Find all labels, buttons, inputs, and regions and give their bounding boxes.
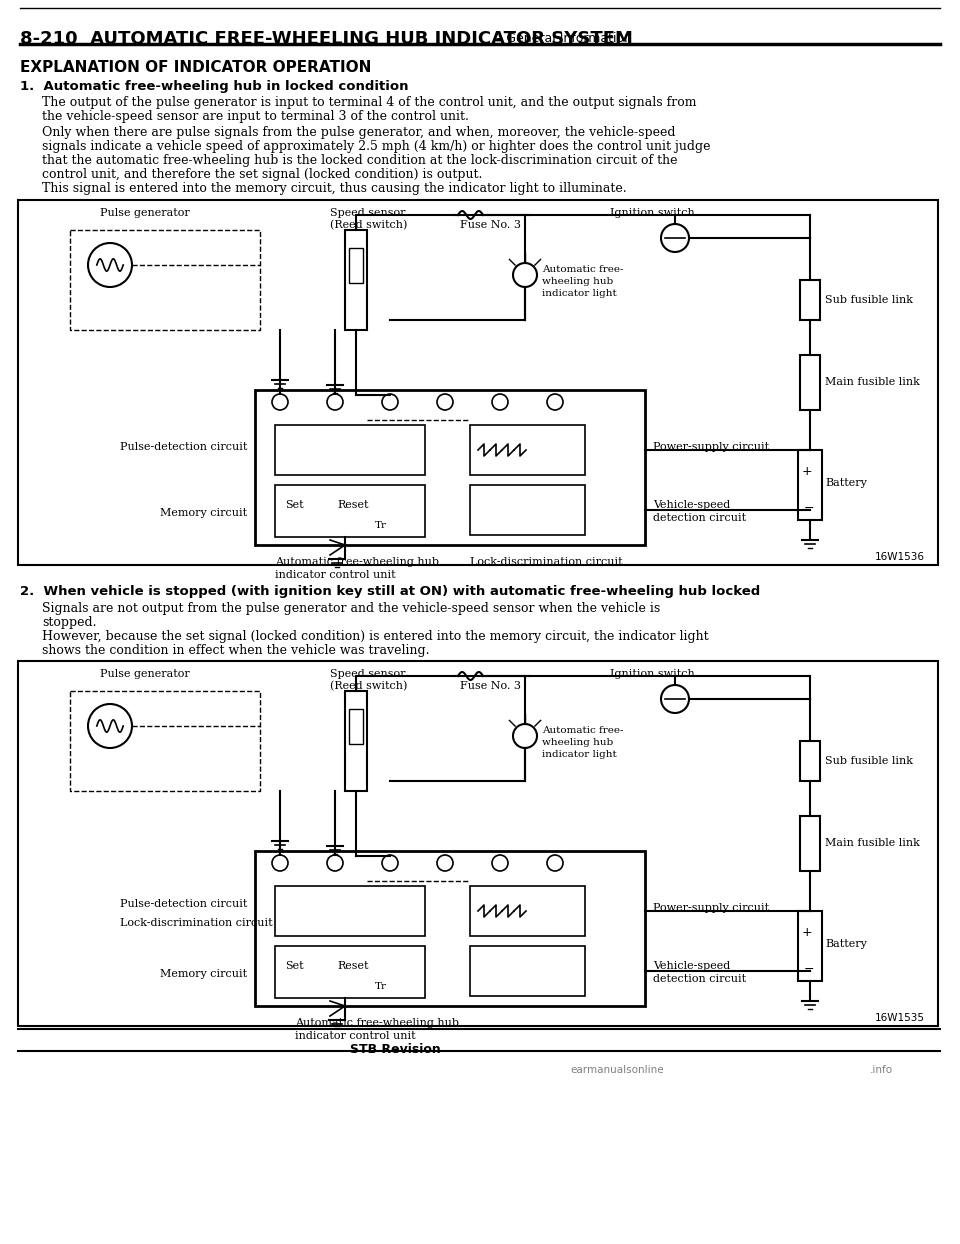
Text: Main fusible link: Main fusible link <box>825 838 920 848</box>
Text: EXPLANATION OF INDICATOR OPERATION: EXPLANATION OF INDICATOR OPERATION <box>20 60 372 75</box>
Text: STB Revision: STB Revision <box>350 1042 441 1056</box>
Text: Pulse generator: Pulse generator <box>100 208 190 218</box>
Text: detection circuit: detection circuit <box>653 513 746 522</box>
Text: wheeling hub: wheeling hub <box>542 738 613 746</box>
Text: indicator light: indicator light <box>542 750 616 759</box>
Bar <box>800 280 820 320</box>
Bar <box>255 391 645 545</box>
Text: Power-supply circuit: Power-supply circuit <box>653 903 769 913</box>
Text: This signal is entered into the memory circuit, thus causing the indicator light: This signal is entered into the memory c… <box>42 182 627 195</box>
Text: shows the condition in effect when the vehicle was traveling.: shows the condition in effect when the v… <box>42 644 429 657</box>
Text: Set: Set <box>285 500 303 510</box>
Text: Memory circuit: Memory circuit <box>160 969 247 979</box>
Text: Main fusible link: Main fusible link <box>825 377 920 387</box>
Text: Fuse No. 3: Fuse No. 3 <box>460 220 521 230</box>
Bar <box>345 690 367 791</box>
Text: The output of the pulse generator is input to terminal 4 of the control unit, an: The output of the pulse generator is inp… <box>42 96 697 109</box>
Text: detection circuit: detection circuit <box>653 974 746 984</box>
Bar <box>800 355 820 411</box>
Text: Signals are not output from the pulse generator and the vehicle-speed sensor whe: Signals are not output from the pulse ge… <box>42 602 660 615</box>
Text: the vehicle-speed sensor are input to terminal 3 of the control unit.: the vehicle-speed sensor are input to te… <box>42 109 468 123</box>
Text: Battery: Battery <box>825 478 867 488</box>
Text: indicator control unit: indicator control unit <box>275 570 396 580</box>
Text: −: − <box>804 503 814 515</box>
Bar <box>275 485 425 537</box>
Text: Lock-discrimination circuit: Lock-discrimination circuit <box>120 918 273 928</box>
Text: that the automatic free-wheeling hub is the locked condition at the lock-discrim: that the automatic free-wheeling hub is … <box>42 154 678 167</box>
Text: Reset: Reset <box>337 500 369 510</box>
Text: +: + <box>802 926 812 939</box>
Bar <box>349 248 363 282</box>
Text: indicator control unit: indicator control unit <box>295 1031 416 1041</box>
Bar <box>345 230 367 330</box>
Text: signals indicate a vehicle speed of approximately 2.5 mph (4 km/h) or highter do: signals indicate a vehicle speed of appr… <box>42 141 710 153</box>
Text: Automatic free-wheeling hub: Automatic free-wheeling hub <box>275 557 439 567</box>
Bar <box>275 425 425 475</box>
Text: 16W1536: 16W1536 <box>875 552 925 562</box>
Bar <box>798 450 822 520</box>
Bar <box>800 816 820 871</box>
Text: Pulse-detection circuit: Pulse-detection circuit <box>120 899 248 909</box>
Text: Sub fusible link: Sub fusible link <box>825 295 913 305</box>
Text: +: + <box>802 465 812 478</box>
Text: Automatic free-wheeling hub: Automatic free-wheeling hub <box>295 1018 459 1028</box>
Text: Fuse No. 3: Fuse No. 3 <box>460 680 521 690</box>
Text: 2.  When vehicle is stopped (with ignition key still at ON) with automatic free-: 2. When vehicle is stopped (with ignitio… <box>20 585 760 598</box>
Bar <box>18 200 938 565</box>
Text: Speed sensor: Speed sensor <box>330 669 405 679</box>
Text: Sub fusible link: Sub fusible link <box>825 756 913 766</box>
Text: stopped.: stopped. <box>42 616 97 629</box>
Text: Ignition switch: Ignition switch <box>610 208 695 218</box>
Bar <box>18 661 938 1026</box>
Text: Battery: Battery <box>825 939 867 949</box>
Text: Pulse generator: Pulse generator <box>100 669 190 679</box>
Text: Lock-discrimination circuit: Lock-discrimination circuit <box>470 557 623 567</box>
Bar <box>255 851 645 1006</box>
Bar <box>470 425 585 475</box>
Text: Vehicle-speed: Vehicle-speed <box>653 962 731 972</box>
Bar <box>800 741 820 781</box>
Text: Memory circuit: Memory circuit <box>160 508 247 518</box>
Text: 8-210  AUTOMATIC FREE-WHEELING HUB INDICATOR SYSTEM: 8-210 AUTOMATIC FREE-WHEELING HUB INDICA… <box>20 30 633 49</box>
Text: (Reed switch): (Reed switch) <box>330 680 407 692</box>
Text: earmanualsonline: earmanualsonline <box>570 1065 663 1075</box>
Text: .info: .info <box>870 1065 893 1075</box>
Text: Vehicle-speed: Vehicle-speed <box>653 500 731 510</box>
Text: Only when there are pulse signals from the pulse generator, and when, moreover, : Only when there are pulse signals from t… <box>42 126 676 139</box>
Bar <box>470 945 585 996</box>
Bar <box>275 886 425 935</box>
Text: Pulse-detection circuit: Pulse-detection circuit <box>120 442 248 452</box>
Bar <box>349 709 363 744</box>
Text: wheeling hub: wheeling hub <box>542 277 613 286</box>
Bar <box>470 485 585 535</box>
Text: (Reed switch): (Reed switch) <box>330 220 407 230</box>
Text: Automatic free-: Automatic free- <box>542 265 623 274</box>
Text: However, because the set signal (locked condition) is entered into the memory ci: However, because the set signal (locked … <box>42 629 708 643</box>
Text: Tr: Tr <box>375 521 387 530</box>
Bar <box>798 911 822 982</box>
Text: 16W1535: 16W1535 <box>875 1013 925 1023</box>
Text: indicator light: indicator light <box>542 289 616 299</box>
Text: Ignition switch: Ignition switch <box>610 669 695 679</box>
Text: – General Information: – General Information <box>492 32 632 45</box>
Text: Tr: Tr <box>375 982 387 991</box>
Text: Automatic free-: Automatic free- <box>542 726 623 735</box>
Bar <box>470 886 585 935</box>
Text: Speed sensor: Speed sensor <box>330 208 405 218</box>
Text: Power-supply circuit: Power-supply circuit <box>653 442 769 452</box>
Text: control unit, and therefore the set signal (locked condition) is output.: control unit, and therefore the set sign… <box>42 168 482 180</box>
Text: Reset: Reset <box>337 962 369 972</box>
Text: Set: Set <box>285 962 303 972</box>
Text: 1.  Automatic free-wheeling hub in locked condition: 1. Automatic free-wheeling hub in locked… <box>20 80 409 93</box>
Text: −: − <box>804 963 814 977</box>
Bar <box>275 945 425 998</box>
